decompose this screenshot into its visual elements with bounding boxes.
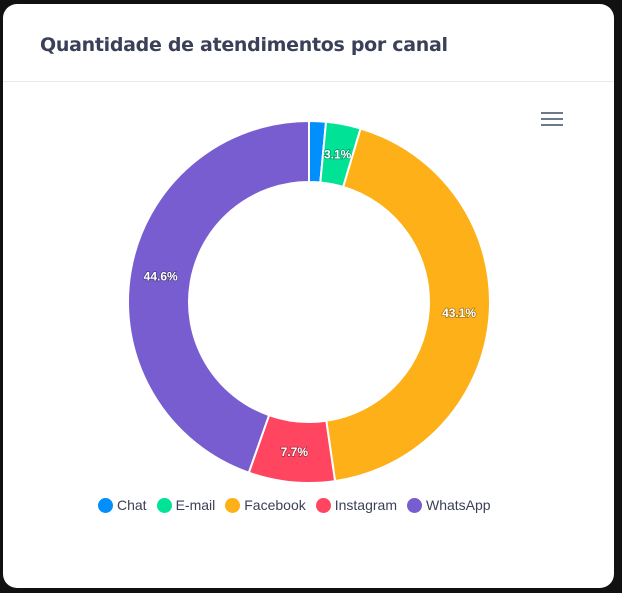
chart-legend: Chat E-mail Facebook Instagram WhatsApp xyxy=(98,497,491,513)
chart-card: Quantidade de atendimentos por canal xyxy=(3,4,614,588)
legend-marker-icon xyxy=(98,497,113,513)
legend-marker-icon xyxy=(156,497,172,513)
data-label-whatsapp: 44.6% xyxy=(144,270,178,284)
legend-item-e-mail[interactable]: E-mail xyxy=(156,497,216,513)
slice-whatsapp[interactable] xyxy=(127,119,310,474)
data-label-e-mail: 3.1% xyxy=(324,147,352,161)
data-label-facebook: 43.1% xyxy=(442,306,476,320)
card-title: Quantidade de atendimentos por canal xyxy=(40,34,448,56)
legend-label: E-mail xyxy=(175,497,216,513)
legend-label: Facebook xyxy=(244,497,306,513)
legend-marker-icon xyxy=(315,497,331,513)
legend-marker-icon xyxy=(406,497,422,513)
legend-item-instagram[interactable]: Instagram xyxy=(315,497,397,513)
legend-label: Instagram xyxy=(334,497,397,513)
legend-marker-icon xyxy=(225,497,241,513)
slice-facebook[interactable] xyxy=(325,127,491,483)
legend-item-facebook[interactable]: Facebook xyxy=(225,497,306,513)
hamburger-menu-icon[interactable] xyxy=(541,112,563,128)
legend-label: Chat xyxy=(117,497,147,513)
legend-label: WhatsApp xyxy=(425,497,491,513)
data-label-instagram: 7.7% xyxy=(281,445,309,459)
legend-item-chat[interactable]: Chat xyxy=(98,497,147,513)
legend-item-whatsapp[interactable]: WhatsApp xyxy=(406,497,491,513)
card-header: Quantidade de atendimentos por canal xyxy=(3,4,614,82)
